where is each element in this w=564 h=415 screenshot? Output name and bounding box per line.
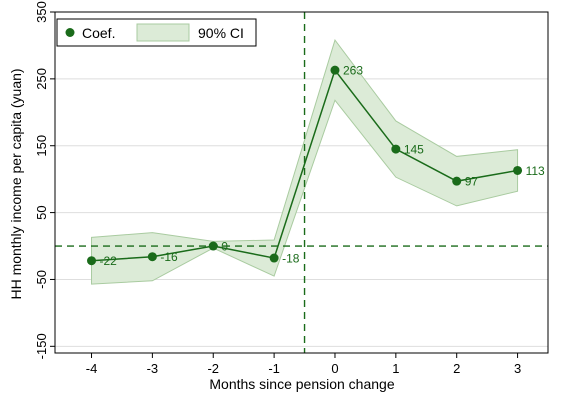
- y-tick-label: -150: [34, 333, 49, 359]
- x-tick-label: 3: [514, 361, 521, 376]
- data-point: [208, 241, 218, 251]
- x-tick-label: -2: [207, 361, 219, 376]
- legend-coef-label: Coef.: [82, 25, 115, 41]
- data-point: [87, 256, 97, 266]
- data-point: [330, 65, 340, 75]
- legend: Coef. 90% CI: [56, 18, 257, 47]
- x-tick-label: 2: [453, 361, 460, 376]
- y-tick-label: 50: [34, 205, 49, 219]
- plot-border: [54, 11, 549, 354]
- data-point: [269, 253, 279, 263]
- x-tick-label: -1: [268, 361, 280, 376]
- y-tick-label: 250: [34, 68, 49, 90]
- x-axis-label: Months since pension change: [209, 376, 394, 392]
- x-tick-label: 1: [392, 361, 399, 376]
- data-point: [513, 165, 523, 175]
- y-axis: -150 -50 50 150 250 350: [34, 1, 55, 359]
- series-line-layer: [91, 68, 518, 262]
- y-tick-label: 350: [34, 1, 49, 23]
- data-point: [147, 252, 157, 262]
- data-point: [391, 144, 401, 154]
- x-axis: -4 -3 -2 -1 0 1 2 3: [86, 353, 521, 376]
- data-label: -16: [160, 250, 178, 264]
- data-label: 145: [404, 143, 424, 157]
- legend-coef-marker: [65, 28, 75, 37]
- data-point: [452, 176, 462, 186]
- data-label: 113: [526, 164, 545, 178]
- x-tick-label: 0: [331, 361, 338, 376]
- series-points: [87, 65, 523, 266]
- data-label: -18: [282, 252, 300, 266]
- data-label: 263: [343, 64, 363, 78]
- data-label: 97: [465, 175, 479, 189]
- y-tick-label: -50: [34, 270, 49, 289]
- data-label: 0: [221, 240, 228, 254]
- legend-ci-label: 90% CI: [198, 25, 244, 41]
- point-labels: -22 -16 0 -18 263 145 97 113: [100, 64, 546, 269]
- y-axis-label: HH monthly income per capita (yuan): [8, 68, 24, 299]
- reference-lines: [55, 12, 548, 353]
- x-tick-label: -4: [86, 361, 98, 376]
- legend-ci-swatch: [136, 23, 190, 42]
- y-tick-label: 150: [34, 135, 49, 157]
- series-line: [91, 68, 518, 262]
- x-tick-label: -3: [147, 361, 159, 376]
- data-label: -22: [100, 254, 118, 268]
